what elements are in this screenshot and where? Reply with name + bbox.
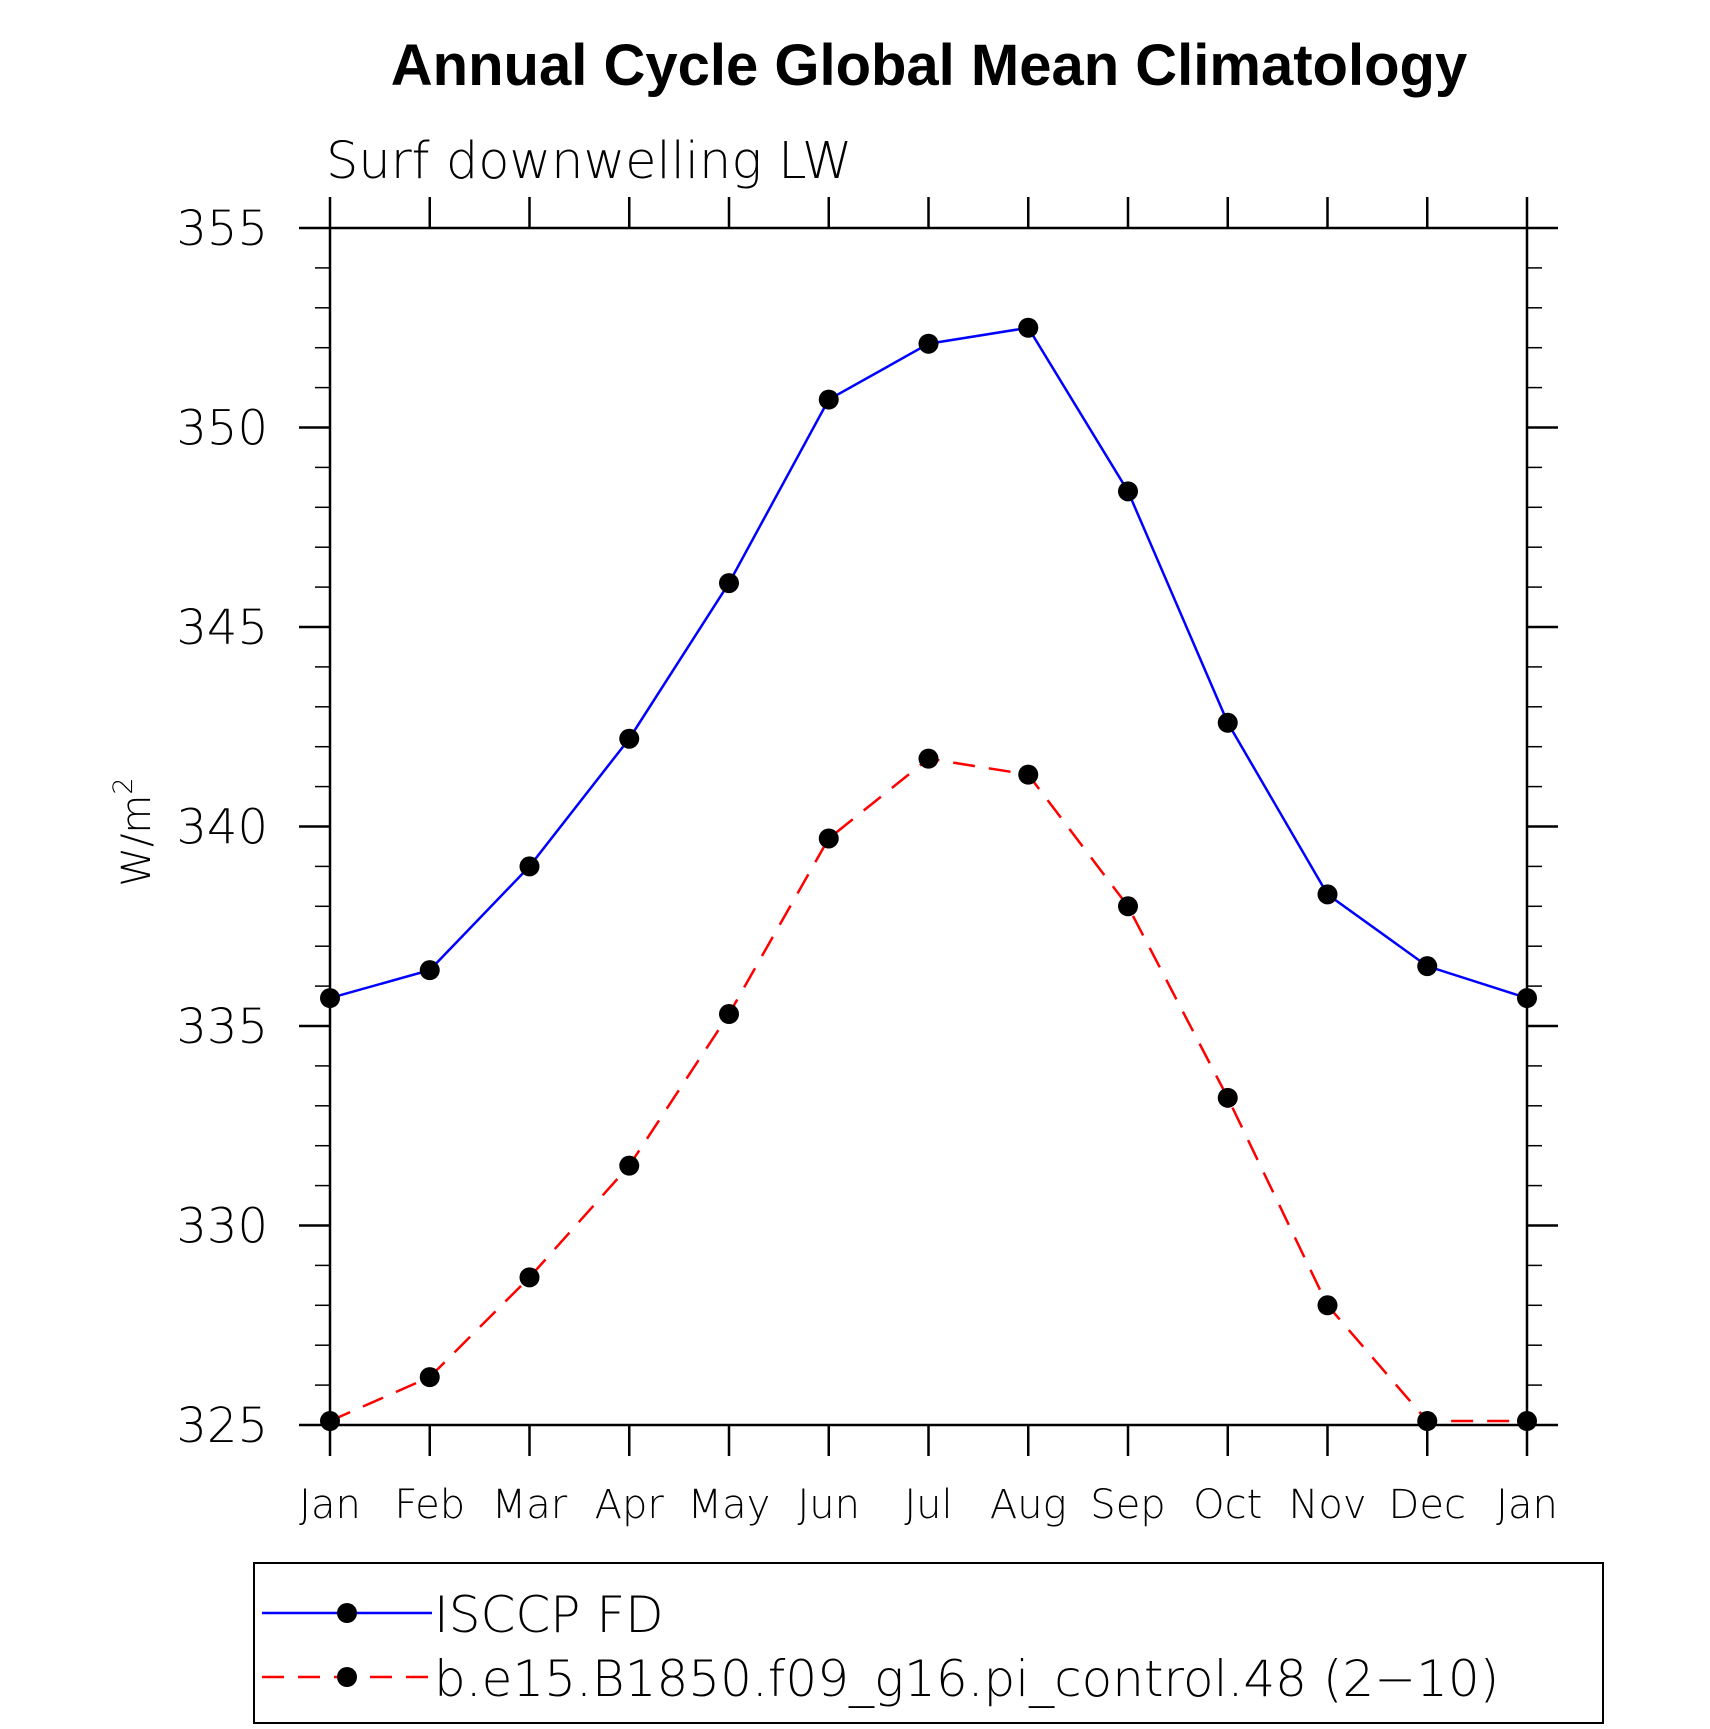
data-point-series-1: [320, 988, 340, 1009]
x-tick-label: May: [688, 1482, 771, 1528]
data-point-series-2: [1517, 1411, 1537, 1432]
y-axis-label-text: W/m: [114, 795, 160, 887]
legend-label: b.e15.B1850.f09_g16.pi_control.48 (2−10): [434, 1650, 1499, 1708]
x-tick-label: Jan: [299, 1482, 361, 1528]
y-tick-label: 350: [176, 401, 268, 457]
y-axis-label-superscript: 2: [108, 777, 139, 794]
data-point-series-2: [818, 828, 839, 849]
data-point-series-2: [918, 748, 939, 769]
x-tick-label: Apr: [595, 1482, 665, 1528]
data-point-series-1: [519, 856, 540, 877]
y-tick-label: 345: [176, 600, 268, 656]
series-line-1: [329, 326, 1528, 1000]
data-point-series-1: [1217, 712, 1238, 733]
x-tick-label: Jun: [798, 1482, 861, 1528]
x-tick-label: Oct: [1193, 1482, 1262, 1528]
data-point-series-1: [1417, 956, 1438, 977]
y-tick-label: 335: [176, 999, 268, 1055]
x-tick-label: Feb: [394, 1482, 465, 1528]
data-point-series-2: [320, 1411, 340, 1432]
plot-frame: [328, 226, 1529, 1427]
chart-title: Annual Cycle Global Mean Climatology: [391, 33, 1467, 98]
x-tick-label: Aug: [990, 1482, 1067, 1528]
data-point-series-1: [719, 573, 739, 594]
data-point-series-1: [1118, 481, 1138, 502]
chart-subtitle: Surf downwelling LW: [326, 132, 852, 191]
data-point-series-1: [818, 389, 839, 410]
data-point-series-2: [1217, 1087, 1238, 1108]
y-tick-label: 340: [176, 800, 268, 856]
data-point-series-1: [918, 333, 939, 354]
x-tick-label: Jul: [904, 1482, 952, 1528]
y-tick-label: 330: [176, 1199, 268, 1255]
data-point-series-2: [519, 1267, 540, 1288]
series-layer: [320, 317, 1537, 1432]
data-point-series-2: [1018, 764, 1039, 785]
y-axis-label: W/m2: [108, 777, 160, 886]
y-tick-label: 355: [176, 201, 268, 257]
legend-label: ISCCP FD: [434, 1586, 664, 1644]
x-tick-label: Jan: [1496, 1482, 1558, 1528]
x-tick-label: Mar: [492, 1482, 568, 1528]
legend-swatch-marker: [337, 1667, 357, 1687]
data-point-series-2: [1317, 1295, 1338, 1316]
svg-text:W/m2: W/m2: [108, 777, 160, 886]
data-point-series-2: [619, 1155, 640, 1176]
x-tick-label: Nov: [1288, 1482, 1366, 1528]
data-point-series-2: [419, 1367, 440, 1388]
data-point-series-1: [1517, 988, 1537, 1009]
legend: ISCCP FD b.e15.B1850.f09_g16.pi_control.4…: [253, 1562, 1604, 1724]
legend-box: [253, 1562, 1604, 1724]
data-point-series-1: [1018, 317, 1039, 338]
data-point-series-1: [619, 728, 640, 749]
legend-swatch-marker: [337, 1603, 357, 1623]
series-line-2: [329, 757, 1527, 1423]
y-tick-label: 325: [176, 1398, 268, 1454]
x-tick-label: Sep: [1090, 1482, 1165, 1528]
x-tick-label: Dec: [1389, 1482, 1466, 1528]
data-point-series-1: [1317, 884, 1338, 905]
data-point-series-2: [719, 1004, 739, 1025]
data-point-series-2: [1118, 896, 1138, 917]
data-point-series-2: [1417, 1411, 1438, 1432]
data-point-series-1: [419, 960, 440, 981]
axes: 325 330 335 340 345 350 355 Jan Feb Mar Apr May Jun J…: [176, 197, 1558, 1528]
